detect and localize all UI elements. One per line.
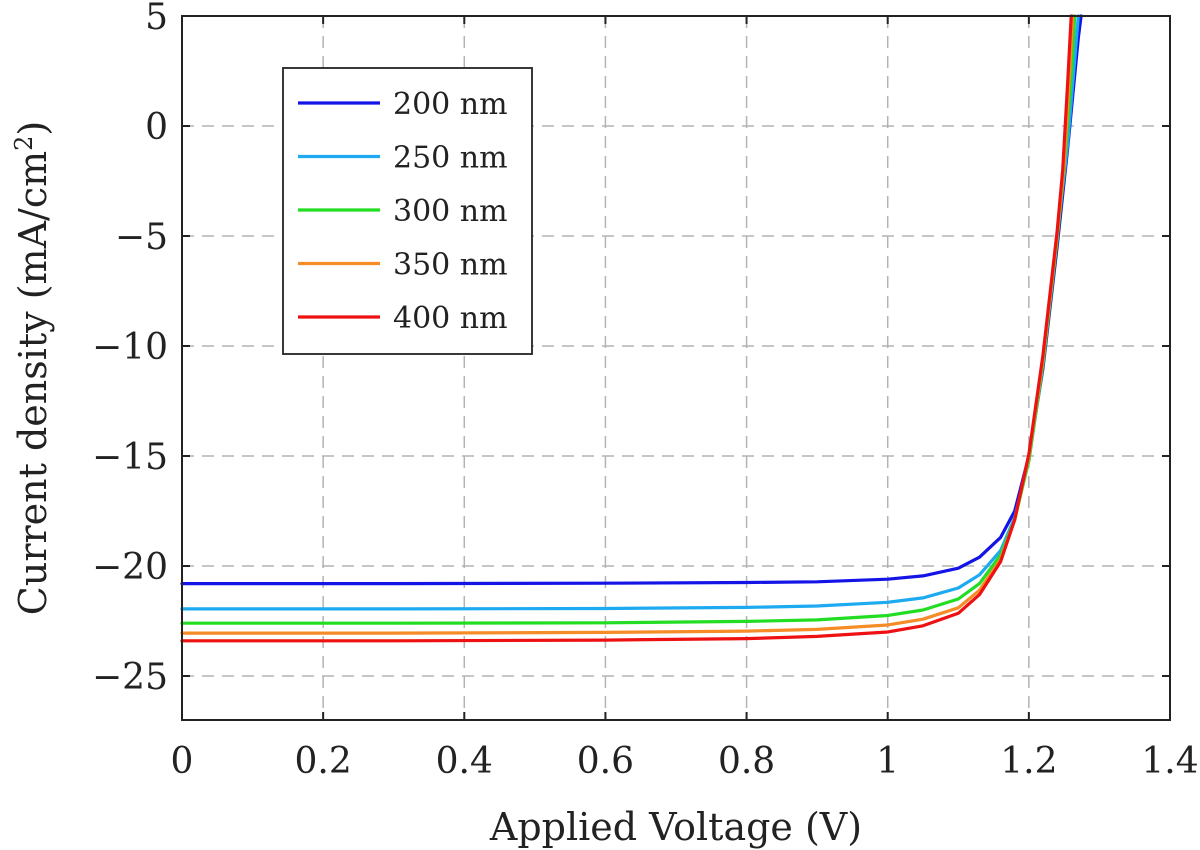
x-tick-label: 1 [876,741,899,782]
y-tick-label: −5 [115,217,168,258]
plot-frame [181,15,1171,721]
legend-label: 350 nm [393,248,508,283]
axis-ticks: 0 0.2 0.4 0.6 0.8 1 1.2 1.4 5 0 −5 −10 −15 −20 −25 [92,0,1199,782]
y-tick-label: −15 [92,437,168,478]
y-axis-title-close: ) [11,121,55,136]
x-tick-label: 0.8 [718,741,775,782]
y-tick-label: −20 [92,547,168,588]
y-axis-title-superscript: 2 [10,136,38,151]
x-tick-label: 1.4 [1141,741,1198,782]
y-tick-label: 5 [145,0,168,38]
y-tick-label: −10 [92,327,168,368]
x-tick-label: 0 [171,741,194,782]
plot-series [180,14,1083,643]
legend-label: 200 nm [393,87,508,122]
legend: 200 nm 250 nm 300 nm 350 nm 400 nm [282,67,533,355]
series-line-5 [180,14,1073,643]
x-tick-label: 1.2 [1000,741,1057,782]
y-tick-label: 0 [145,107,168,148]
legend-label: 250 nm [393,141,508,176]
legend-label: 400 nm [393,301,508,336]
x-axis-title: Applied Voltage (V) [489,805,862,849]
y-tick-label: −25 [92,657,168,698]
x-tick-label: 0.2 [295,741,352,782]
x-tick-label: 0.6 [577,741,634,782]
x-tick-label: 0.4 [436,741,493,782]
legend-label: 300 nm [393,194,508,229]
y-axis-title: Current density (mA/cm2) [10,121,55,615]
y-axis-title-main: Current density (mA/cm [11,151,55,615]
